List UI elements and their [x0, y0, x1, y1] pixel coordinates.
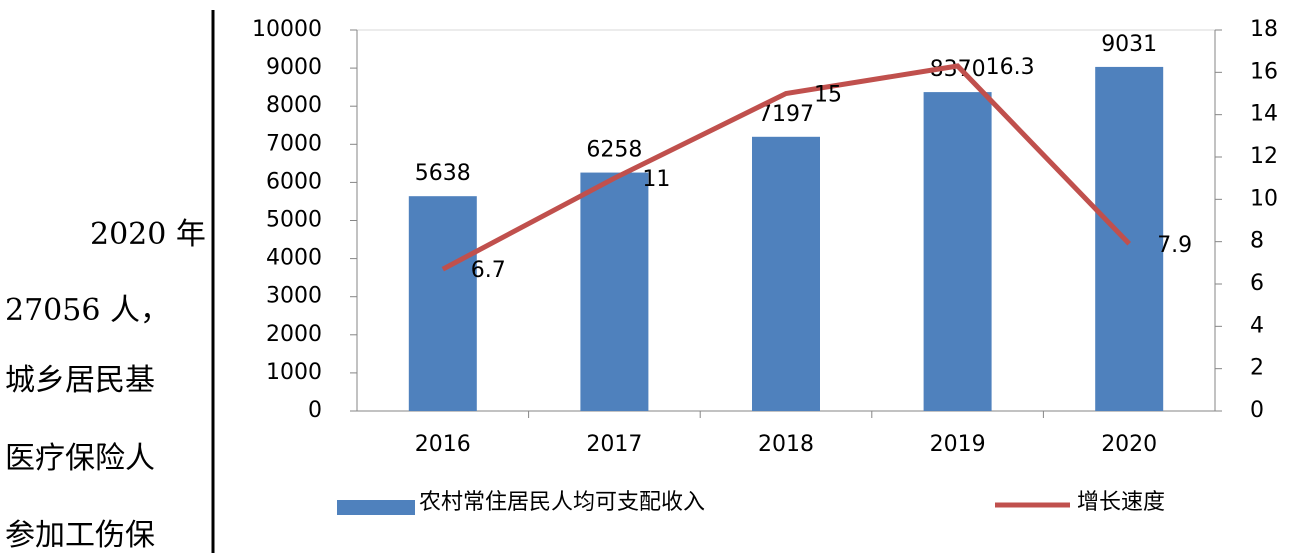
y-tick-label: 8000 [266, 93, 322, 118]
y2-tick-label: 8 [1250, 229, 1264, 254]
x-tick-label: 2017 [586, 432, 642, 457]
y-tick-label: 5000 [266, 208, 322, 233]
data-label: 5638 [415, 161, 471, 186]
y-tick-label: 4000 [266, 246, 322, 271]
bar [752, 136, 820, 411]
data-label: 16.3 [986, 55, 1035, 80]
x-tick-label: 2020 [1101, 432, 1157, 457]
legend-label: 增长速度 [1077, 490, 1165, 515]
doc-text: 医疗保险人 [5, 441, 155, 476]
y-tick-label: 0 [308, 398, 322, 423]
y2-tick-label: 18 [1250, 17, 1278, 42]
y2-tick-label: 4 [1250, 313, 1264, 338]
x-tick-label: 2018 [758, 432, 814, 457]
y2-tick-label: 10 [1250, 186, 1278, 211]
data-label: 6.7 [471, 258, 506, 283]
bar [923, 92, 992, 411]
doc-text: 27056 人， [5, 293, 170, 328]
legend-swatch [337, 500, 415, 515]
y-tick-label: 2000 [266, 322, 322, 347]
data-label: 15 [814, 83, 842, 108]
y2-tick-label: 12 [1250, 144, 1278, 169]
y2-tick-label: 2 [1250, 356, 1264, 381]
data-label: 6258 [586, 138, 642, 163]
y-tick-label: 6000 [266, 169, 322, 194]
legend-label: 农村常住居民人均可支配收入 [419, 490, 705, 515]
y2-tick-label: 16 [1250, 59, 1278, 84]
bar [1095, 66, 1164, 412]
y-tick-label: 7000 [266, 131, 322, 156]
doc-text: 参加工伤保 [5, 518, 155, 553]
y2-tick-label: 0 [1250, 398, 1264, 423]
y2-tick-label: 6 [1250, 271, 1264, 296]
data-label: 9031 [1101, 32, 1157, 57]
y2-tick-label: 14 [1250, 102, 1278, 127]
y-tick-label: 9000 [266, 55, 322, 80]
y-tick-label: 10000 [252, 17, 322, 42]
data-label: 7.9 [1157, 233, 1192, 258]
doc-text: 城乡居民基 [5, 363, 155, 398]
line [441, 63, 1131, 272]
bar [408, 196, 477, 411]
data-label: 7197 [758, 102, 814, 127]
x-tick-label: 2019 [930, 432, 986, 457]
bar [580, 172, 649, 411]
doc-text: 2020 年 [90, 217, 206, 252]
y-tick-label: 1000 [266, 360, 322, 385]
data-label: 11 [642, 167, 670, 192]
y-tick-label: 3000 [266, 284, 322, 309]
x-tick-label: 2016 [415, 432, 471, 457]
